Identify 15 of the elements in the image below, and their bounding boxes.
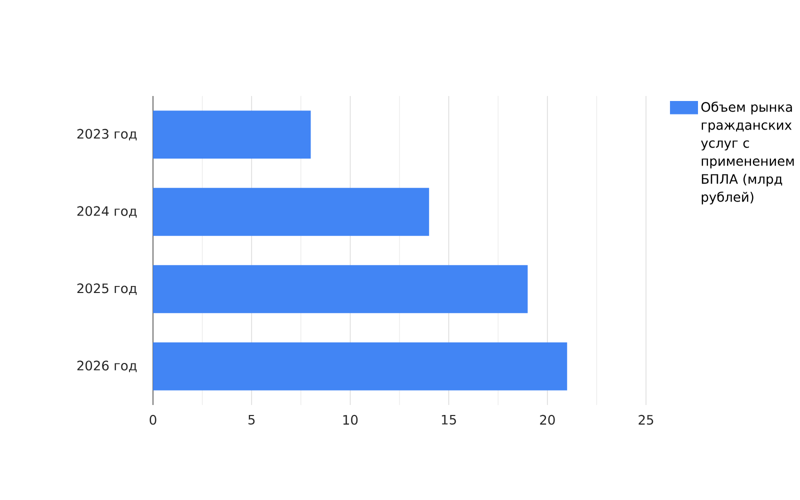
- y-tick-label: 2024 год: [77, 206, 137, 218]
- bar: [153, 342, 568, 390]
- bar: [153, 265, 528, 314]
- legend-label: Объем рынка гражданских услуг с применением БПЛА (млрд рублей): [701, 102, 794, 204]
- x-tick-label: 5: [248, 414, 255, 425]
- x-tick-label: 0: [150, 414, 156, 425]
- x-tick-label: 20: [540, 414, 555, 425]
- y-tick-label: 2026 год: [77, 360, 137, 372]
- y-tick-label: 2025 год: [77, 283, 137, 295]
- bar: [153, 188, 430, 236]
- x-tick-label: 15: [442, 414, 456, 425]
- x-tick-label: 10: [343, 414, 358, 425]
- x-tick-label: 25: [638, 414, 654, 425]
- y-tick-label: 2023 год: [77, 128, 137, 140]
- bar: [153, 110, 311, 159]
